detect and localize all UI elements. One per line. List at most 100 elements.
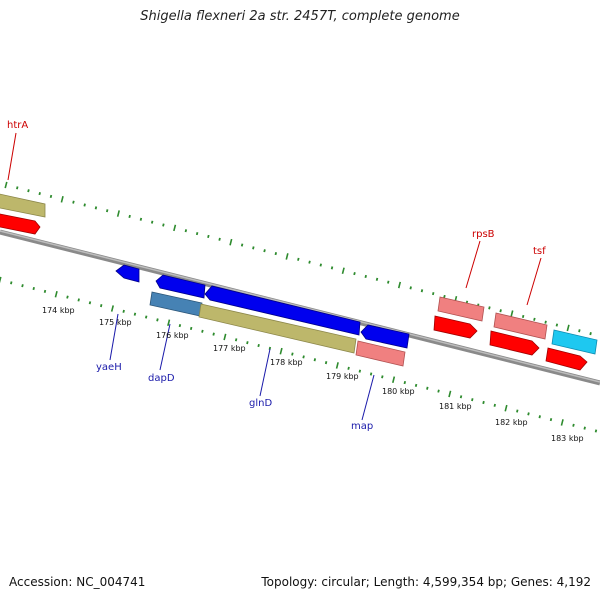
minor-tick bbox=[308, 260, 311, 264]
minor-tick bbox=[27, 189, 30, 193]
minor-tick bbox=[594, 429, 598, 433]
minor-tick bbox=[589, 332, 592, 336]
major-tick bbox=[223, 333, 227, 341]
gene-tsf[interactable] bbox=[493, 312, 548, 340]
minor-tick bbox=[32, 286, 35, 291]
major-tick bbox=[110, 305, 115, 312]
minor-tick bbox=[162, 223, 165, 227]
gene-rpsB[interactable] bbox=[437, 296, 485, 322]
minor-tick bbox=[414, 383, 418, 387]
ruler-label: 183 kbp bbox=[551, 434, 584, 443]
minor-tick bbox=[538, 415, 541, 419]
major-tick bbox=[285, 253, 289, 260]
leader-glnD bbox=[259, 348, 271, 397]
minor-tick bbox=[319, 263, 323, 267]
major-tick bbox=[566, 324, 570, 332]
label-htrA: htrA bbox=[7, 120, 28, 131]
minor-tick bbox=[313, 358, 317, 362]
minor-tick bbox=[189, 326, 193, 331]
major-tick bbox=[397, 281, 402, 289]
minor-tick bbox=[178, 324, 182, 328]
label-yaeH: yaeH bbox=[96, 362, 122, 373]
ruler-label: 178 kbp bbox=[270, 358, 303, 367]
minor-tick bbox=[263, 249, 266, 253]
gene-red-a[interactable] bbox=[433, 315, 478, 339]
minor-tick bbox=[443, 294, 446, 299]
major-tick bbox=[229, 238, 233, 246]
ruler-label: 176 kbp bbox=[156, 331, 189, 340]
leader-tsf bbox=[526, 257, 542, 306]
minor-tick bbox=[257, 343, 260, 348]
minor-tick bbox=[195, 232, 199, 236]
minor-tick bbox=[516, 409, 519, 413]
minor-tick bbox=[218, 237, 221, 241]
gene-red-c[interactable] bbox=[545, 347, 588, 371]
minor-tick bbox=[302, 355, 305, 359]
minor-tick bbox=[240, 243, 244, 247]
leader-rpsB bbox=[465, 240, 481, 289]
gene-cyan[interactable] bbox=[551, 329, 598, 355]
gene-blue-long[interactable] bbox=[204, 285, 361, 336]
gene-map[interactable] bbox=[355, 340, 406, 367]
minor-tick bbox=[578, 329, 581, 333]
minor-tick bbox=[133, 312, 137, 316]
minor-tick bbox=[212, 332, 215, 336]
minor-tick bbox=[72, 200, 75, 204]
minor-tick bbox=[431, 292, 435, 296]
major-tick bbox=[335, 362, 339, 369]
ruler-label: 174 kbp bbox=[42, 306, 75, 315]
leader-yaeH bbox=[109, 313, 119, 361]
minor-tick bbox=[358, 369, 362, 373]
minor-tick bbox=[94, 206, 98, 210]
minor-tick bbox=[291, 352, 294, 356]
minor-tick bbox=[16, 186, 19, 190]
minor-tick bbox=[533, 317, 536, 321]
gene-glnD[interactable] bbox=[198, 303, 357, 354]
gene-yaeH[interactable] bbox=[115, 264, 140, 283]
minor-tick bbox=[369, 372, 373, 376]
minor-tick bbox=[437, 389, 440, 393]
ruler-label: 180 kbp bbox=[382, 387, 415, 396]
minor-tick bbox=[459, 395, 463, 399]
genome-backbone-highlight bbox=[0, 230, 600, 383]
ruler-label: 179 kbp bbox=[326, 372, 359, 381]
gene-red-b[interactable] bbox=[489, 330, 540, 356]
major-tick bbox=[504, 404, 508, 412]
minor-tick bbox=[88, 301, 92, 305]
minor-tick bbox=[555, 323, 559, 327]
outer-tick-ring bbox=[4, 181, 592, 336]
major-tick bbox=[560, 419, 564, 426]
major-tick bbox=[341, 267, 345, 275]
minor-tick bbox=[122, 309, 125, 313]
minor-tick bbox=[144, 315, 148, 319]
minor-tick bbox=[252, 246, 255, 250]
minor-tick bbox=[353, 272, 356, 276]
gene-blue-top-a[interactable] bbox=[155, 274, 206, 299]
minor-tick bbox=[482, 400, 485, 405]
minor-tick bbox=[156, 318, 159, 322]
minor-tick bbox=[324, 361, 328, 365]
minor-tick bbox=[403, 380, 407, 385]
minor-tick bbox=[387, 280, 390, 284]
minor-tick bbox=[77, 298, 80, 302]
major-tick bbox=[54, 290, 58, 298]
leader-dapD bbox=[159, 323, 171, 371]
minor-tick bbox=[426, 386, 429, 390]
ruler-label: 182 kbp bbox=[495, 418, 528, 427]
minor-tick bbox=[139, 217, 143, 221]
minor-tick bbox=[544, 320, 547, 324]
gene-khaki-left[interactable] bbox=[0, 193, 46, 218]
gene-blue-map-top[interactable] bbox=[360, 324, 410, 349]
minor-tick bbox=[10, 281, 13, 285]
major-tick bbox=[279, 347, 283, 355]
minor-tick bbox=[201, 329, 204, 333]
minor-tick bbox=[488, 306, 491, 310]
minor-tick bbox=[49, 194, 53, 199]
minor-tick bbox=[364, 274, 367, 279]
minor-tick bbox=[347, 366, 350, 370]
minor-tick bbox=[105, 209, 109, 213]
ruler-label: 177 kbp bbox=[213, 344, 246, 353]
minor-tick bbox=[99, 304, 103, 308]
gene-red-left[interactable] bbox=[0, 213, 41, 235]
